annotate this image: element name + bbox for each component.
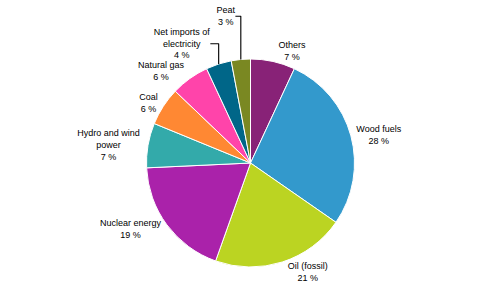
svg-text:Hydro and windpower7 %: Hydro and windpower7 % <box>77 128 140 161</box>
svg-text:Others7 %: Others7 % <box>278 40 306 62</box>
svg-text:Coal6 %: Coal6 % <box>139 92 158 114</box>
svg-text:Wood fuels28 %: Wood fuels28 % <box>356 124 401 146</box>
svg-text:Peat3 %: Peat3 % <box>216 5 235 27</box>
svg-text:Oil (fossil)21 %: Oil (fossil)21 % <box>288 261 328 283</box>
svg-text:Nuclear energy19 %: Nuclear energy19 % <box>100 218 162 240</box>
svg-text:Natural gas6 %: Natural gas6 % <box>138 60 185 82</box>
svg-text:Net imports ofelectricity4 %: Net imports ofelectricity4 % <box>154 27 211 60</box>
